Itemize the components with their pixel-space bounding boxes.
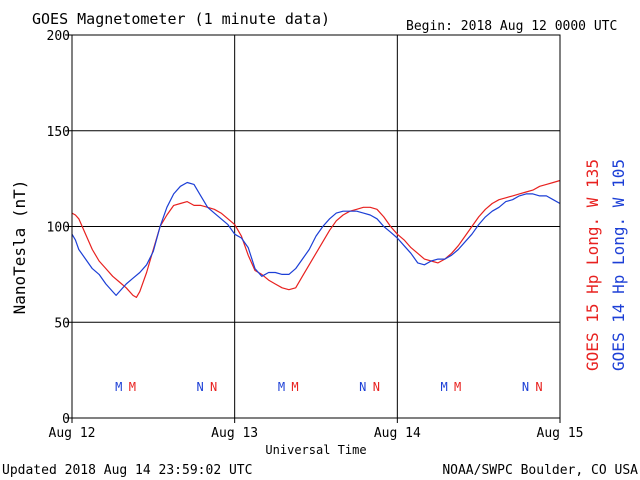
y-tick-label: 150 — [47, 125, 70, 140]
event-marker-m: M — [291, 380, 298, 394]
grid-lines — [72, 35, 560, 418]
y-tick-label: 200 — [47, 29, 70, 44]
y-tick-label: 100 — [47, 221, 70, 236]
event-marker-n: N — [373, 380, 380, 394]
event-marker-m: M — [454, 380, 461, 394]
event-marker-n: N — [210, 380, 217, 394]
x-tick-label: Aug 13 — [211, 426, 258, 441]
legend-goes15: GOES 15 Hp Long. W 135 — [583, 159, 602, 371]
event-marker-n: N — [196, 380, 203, 394]
x-tick-label: Aug 12 — [49, 426, 96, 441]
footer-credit: NOAA/SWPC Boulder, CO USA — [442, 463, 638, 478]
event-marker-m: M — [278, 380, 285, 394]
x-tick-label: Aug 15 — [537, 426, 584, 441]
chart-title: GOES Magnetometer (1 minute data) — [32, 10, 330, 28]
footer-updated: Updated 2018 Aug 14 23:59:02 UTC — [2, 463, 252, 478]
x-tick-label: Aug 14 — [374, 426, 421, 441]
x-axis-label: Universal Time — [265, 443, 366, 457]
legend-goes14: GOES 14 Hp Long. W 105 — [609, 159, 628, 371]
goes14-series-line — [71, 181, 561, 296]
y-tick-label: 50 — [54, 316, 70, 331]
goes15-series-line — [71, 179, 561, 298]
y-axis-ticks: 0 50 100 150 200 — [47, 29, 72, 427]
event-marker-n: N — [359, 380, 366, 394]
series-lines — [71, 179, 561, 298]
event-marker-n: N — [522, 380, 529, 394]
begin-label: Begin: 2018 Aug 12 0000 UTC — [406, 19, 617, 34]
y-axis-label: NanoTesla (nT) — [10, 180, 29, 315]
y-tick-label: 0 — [62, 412, 70, 427]
event-marker-m: M — [440, 380, 447, 394]
x-axis-ticks: Aug 12 Aug 13 Aug 14 Aug 15 — [49, 418, 584, 441]
event-marker-m: M — [129, 380, 136, 394]
event-marker-n: N — [535, 380, 542, 394]
event-marker-m: M — [115, 380, 122, 394]
